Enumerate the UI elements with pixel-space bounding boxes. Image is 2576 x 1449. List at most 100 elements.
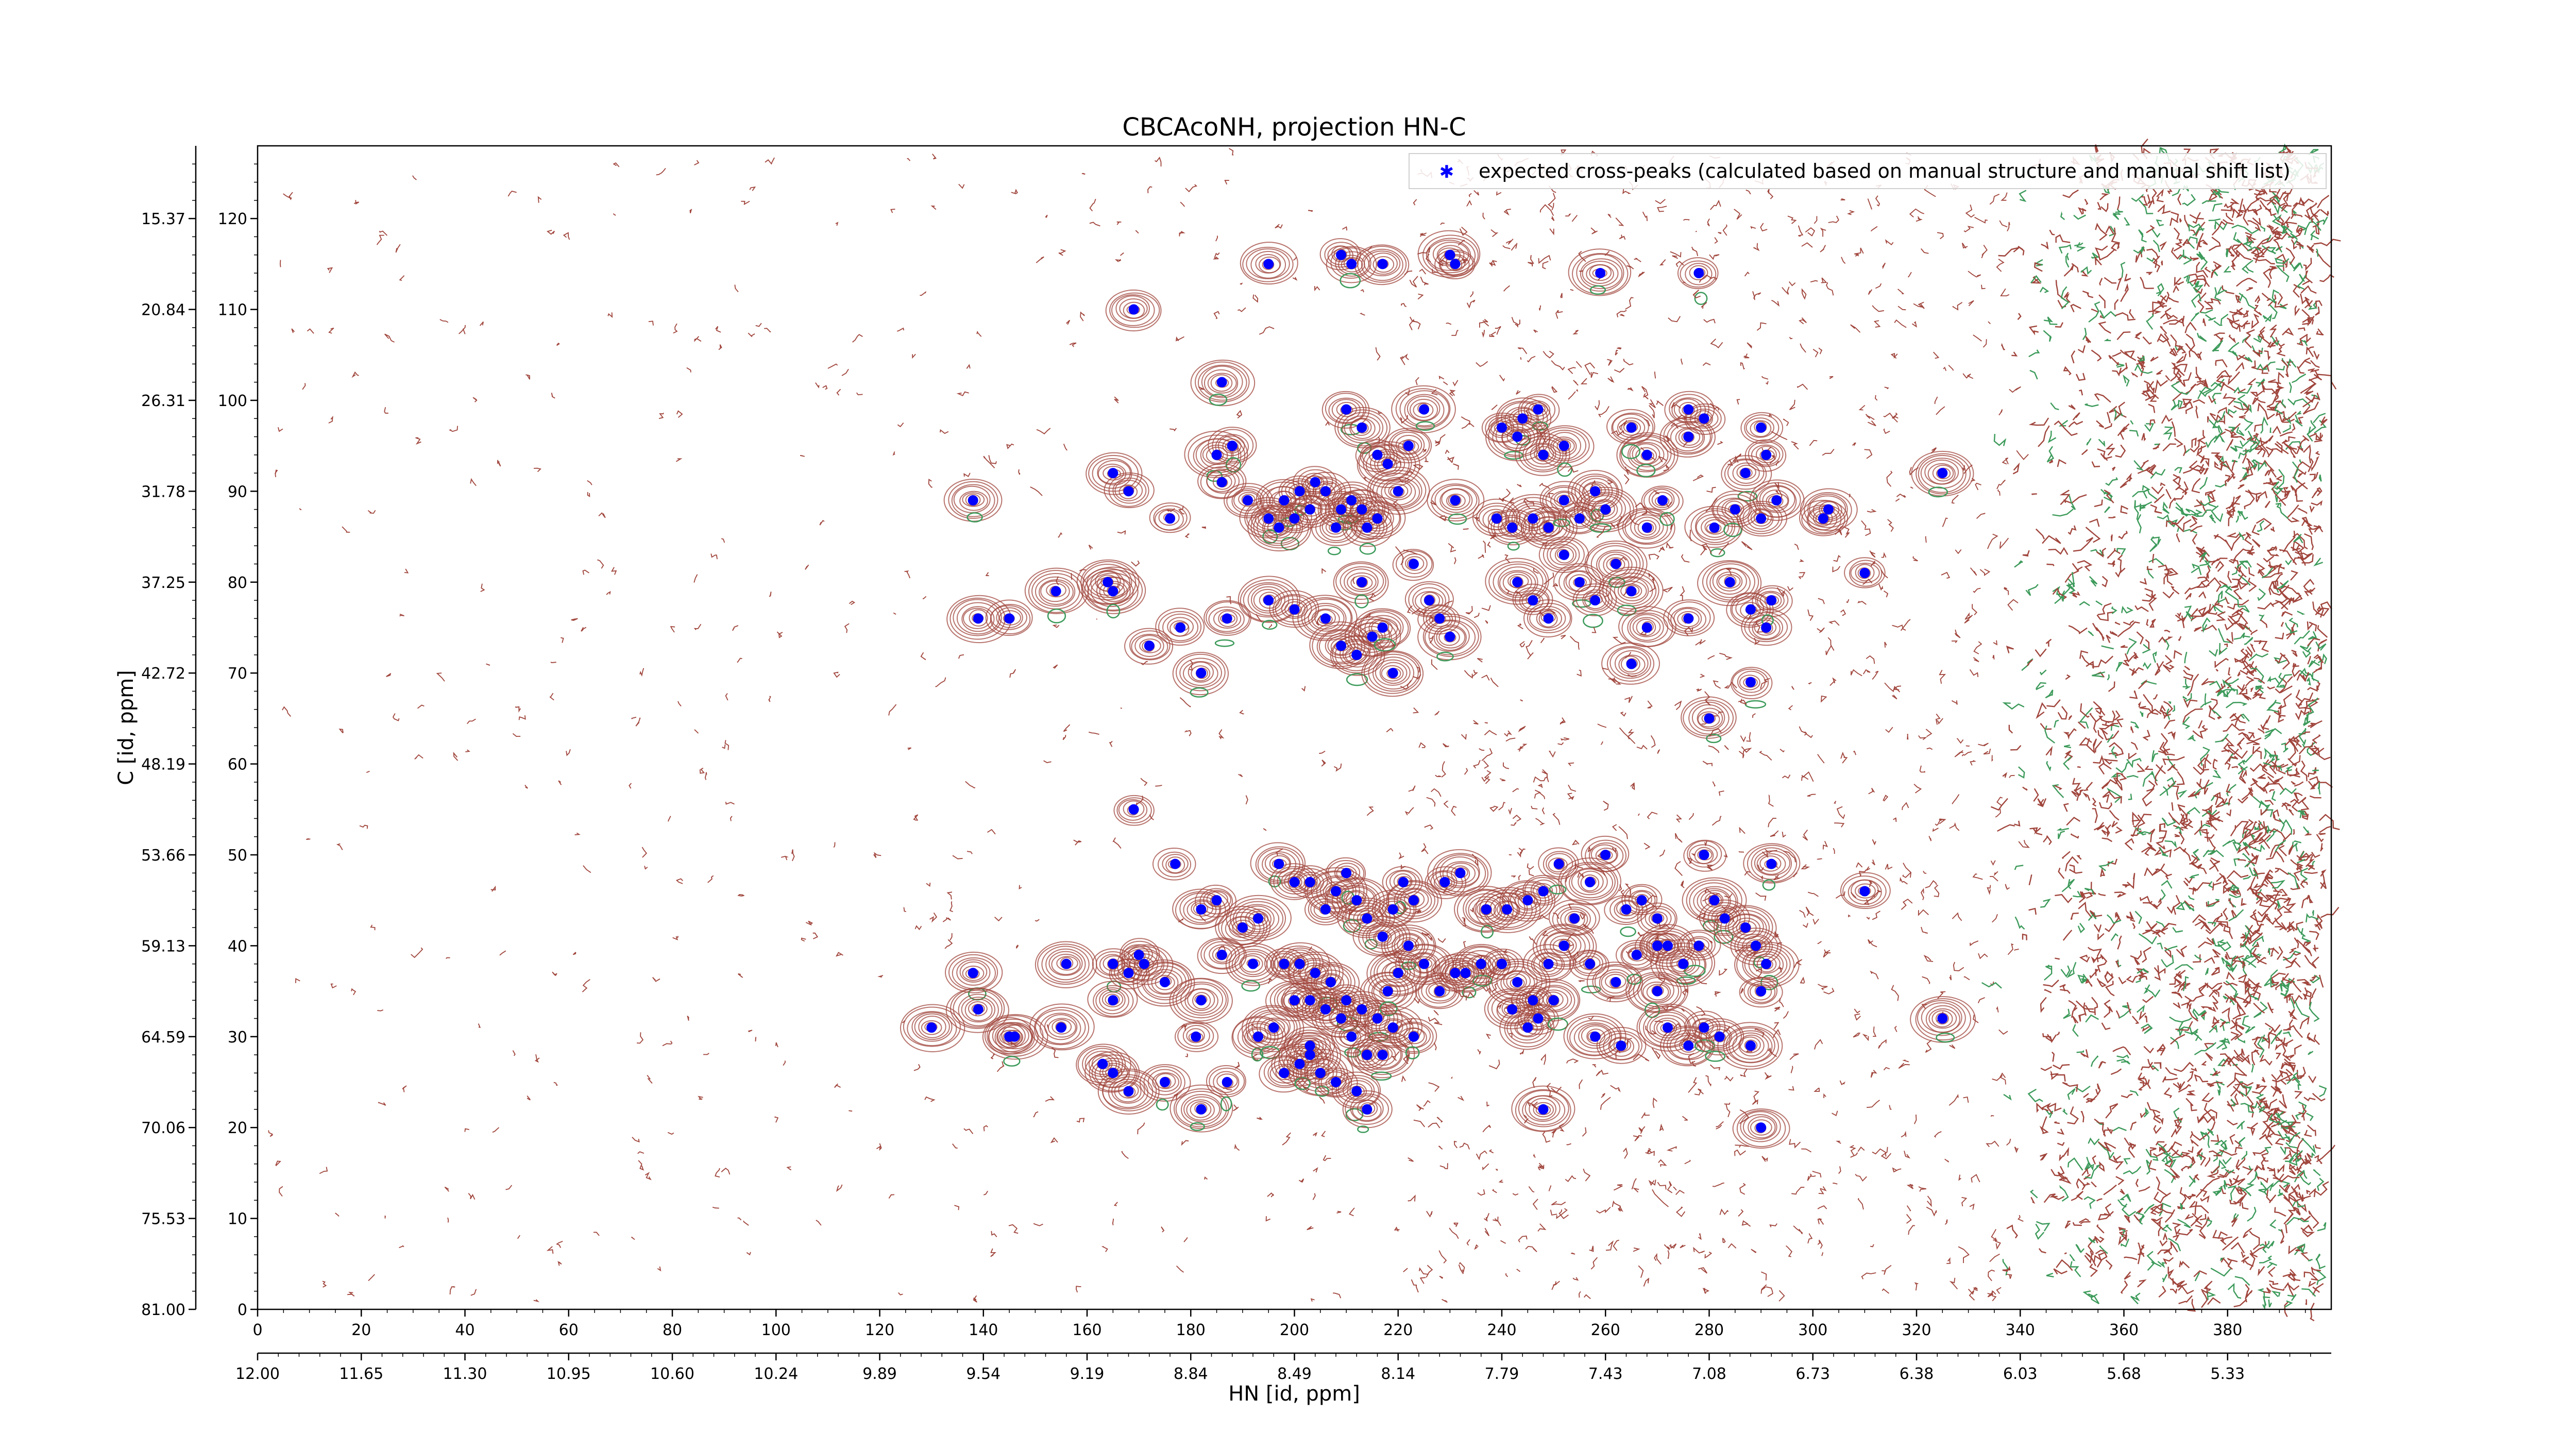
contour-ring bbox=[1629, 614, 1664, 641]
contour-ring bbox=[998, 610, 1022, 626]
contour-ring bbox=[1575, 585, 1613, 613]
contour-ring bbox=[1691, 704, 1725, 731]
contour-ring bbox=[1630, 514, 1664, 540]
contour-ring bbox=[1301, 598, 1352, 637]
contour-ring bbox=[1596, 550, 1637, 580]
contour-ring bbox=[1311, 871, 1360, 909]
contour-ring bbox=[1368, 925, 1396, 947]
contour-ring bbox=[944, 951, 1003, 993]
contour-ring bbox=[1848, 879, 1882, 905]
contour-ring bbox=[1508, 501, 1556, 538]
contour-ring bbox=[1289, 495, 1330, 526]
contour-ring bbox=[1257, 511, 1301, 544]
contour-ring bbox=[1232, 901, 1284, 937]
contour-ring bbox=[1361, 650, 1424, 697]
contour-ring bbox=[964, 999, 993, 1021]
contour-ring bbox=[1620, 655, 1640, 672]
contour-ring bbox=[1319, 513, 1353, 542]
contour-ring bbox=[1406, 396, 1440, 422]
contour-ring bbox=[1415, 591, 1444, 611]
contour-ring bbox=[961, 997, 996, 1023]
contour-ring bbox=[1358, 610, 1409, 647]
contour-ring bbox=[1327, 860, 1365, 887]
contour-ring bbox=[1709, 567, 1751, 598]
negative-contour bbox=[1617, 604, 1637, 616]
contour-ring bbox=[1335, 563, 1386, 600]
contour-ring bbox=[1556, 906, 1591, 932]
contour-ring bbox=[1350, 418, 1372, 436]
contour-ring bbox=[1497, 901, 1519, 918]
contour-ring bbox=[1304, 475, 1325, 490]
contour-ring bbox=[1037, 943, 1094, 985]
contour-ring bbox=[1336, 865, 1357, 882]
contour-ring bbox=[1115, 295, 1150, 322]
contour-ring bbox=[1379, 662, 1408, 684]
contour-ring bbox=[1361, 248, 1403, 281]
negative-contour bbox=[1354, 594, 1369, 609]
contour-ring bbox=[1563, 570, 1597, 596]
contour-ring bbox=[1523, 400, 1551, 420]
contour-ring bbox=[1683, 839, 1727, 872]
contour-ring bbox=[1932, 464, 1954, 482]
contour-ring bbox=[1744, 414, 1780, 442]
contour-ring bbox=[1502, 882, 1553, 919]
contour-ring bbox=[1360, 971, 1417, 1013]
contour-ring bbox=[1387, 881, 1439, 919]
noise-contour bbox=[2055, 957, 2060, 960]
contour-ring bbox=[1739, 675, 1760, 690]
contour-ring bbox=[1152, 847, 1196, 881]
contour-ring bbox=[1344, 415, 1381, 441]
noise-contour bbox=[2204, 693, 2207, 705]
contour-ring bbox=[1667, 601, 1711, 634]
negative-contour bbox=[1472, 974, 1493, 987]
contour-ring bbox=[1497, 566, 1538, 598]
contour-ring bbox=[1646, 930, 1690, 961]
contour-ring bbox=[1556, 440, 1571, 452]
contour-ring bbox=[945, 987, 1009, 1033]
noise-contour bbox=[1907, 734, 1909, 740]
contour-ring bbox=[1368, 252, 1398, 275]
negative-contour bbox=[1549, 884, 1567, 895]
negative-contour bbox=[1659, 512, 1675, 526]
contour-ring bbox=[1624, 885, 1658, 914]
contour-ring bbox=[1439, 856, 1480, 888]
contour-ring bbox=[1281, 599, 1308, 619]
contour-ring bbox=[1446, 493, 1466, 508]
contour-ring bbox=[1108, 474, 1149, 507]
noise-contour bbox=[550, 661, 556, 663]
negative-contour bbox=[1589, 523, 1612, 533]
negative-contour bbox=[1621, 444, 1640, 459]
contour-ring bbox=[1734, 941, 1800, 988]
contour-ring bbox=[1577, 489, 1634, 530]
contour-ring bbox=[1358, 444, 1416, 485]
noise-contour bbox=[755, 1037, 757, 1042]
negative-contour bbox=[1359, 543, 1376, 555]
contour-ring bbox=[1702, 561, 1759, 603]
contour-ring bbox=[1717, 497, 1752, 523]
contour-ring bbox=[1569, 950, 1609, 980]
contour-ring bbox=[1806, 506, 1842, 533]
noise-contour bbox=[2318, 833, 2326, 835]
contour-ring bbox=[1522, 874, 1565, 906]
contour-ring bbox=[1360, 505, 1394, 532]
contour-ring bbox=[1396, 887, 1432, 914]
contour-ring bbox=[1269, 590, 1319, 628]
negative-contour bbox=[1702, 920, 1719, 932]
contour-ring bbox=[1620, 942, 1654, 969]
contour-ring bbox=[1278, 503, 1312, 531]
contour-ring bbox=[1492, 419, 1541, 456]
contour-ring bbox=[1495, 958, 1510, 970]
contour-ring bbox=[1697, 560, 1762, 606]
contour-ring bbox=[1325, 877, 1389, 924]
contour-ring bbox=[1248, 911, 1269, 926]
contour-ring bbox=[1197, 463, 1247, 499]
contour-ring bbox=[1804, 492, 1852, 528]
contour-ring bbox=[1543, 429, 1587, 462]
contour-ring bbox=[1315, 513, 1357, 543]
contour-ring bbox=[1377, 457, 1398, 474]
contour-ring bbox=[1352, 916, 1411, 957]
contour-ring bbox=[1191, 665, 1211, 682]
contour-ring bbox=[1273, 866, 1316, 898]
contour-ring bbox=[1097, 463, 1127, 484]
contour-ring bbox=[1118, 484, 1138, 499]
